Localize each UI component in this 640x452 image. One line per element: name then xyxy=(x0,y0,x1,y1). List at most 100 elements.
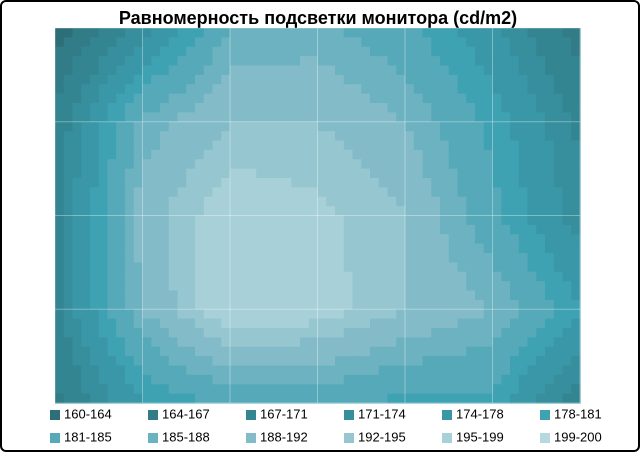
contour-cell xyxy=(291,262,301,273)
contour-cell xyxy=(422,328,432,338)
contour-cell xyxy=(90,37,100,48)
contour-cell xyxy=(510,121,520,132)
contour-cell xyxy=(553,140,564,151)
contour-cell xyxy=(413,262,424,273)
contour-cell xyxy=(247,215,257,226)
contour-cell xyxy=(168,328,179,338)
contour-cell xyxy=(562,328,572,338)
contour-cell xyxy=(256,56,266,67)
contour-cell xyxy=(405,206,415,217)
contour-cell xyxy=(125,149,135,160)
contour-cell xyxy=(518,290,529,301)
contour-cell xyxy=(63,149,74,160)
contour-cell xyxy=(562,28,572,38)
contour-cell xyxy=(562,318,572,329)
contour-cell xyxy=(90,299,100,310)
contour-cell xyxy=(177,46,187,57)
contour-cell xyxy=(142,224,152,235)
contour-cell xyxy=(361,46,371,57)
contour-cell xyxy=(186,356,196,367)
contour-cell xyxy=(203,121,214,132)
contour-cell xyxy=(212,299,222,310)
contour-cell xyxy=(378,234,389,245)
contour-cell xyxy=(413,215,424,226)
contour-cell xyxy=(571,121,581,132)
contour-cell xyxy=(440,149,450,160)
contour-cell xyxy=(81,56,91,67)
contour-cell xyxy=(160,121,170,132)
contour-cell xyxy=(483,93,494,104)
contour-cell xyxy=(343,93,354,104)
contour-cell xyxy=(527,309,537,320)
contour-cell xyxy=(361,253,371,263)
contour-cell xyxy=(195,131,205,142)
contour-cell xyxy=(387,56,397,67)
contour-cell xyxy=(440,365,450,376)
contour-cell xyxy=(81,281,91,292)
contour-cell xyxy=(125,318,135,329)
contour-cell xyxy=(545,365,555,376)
contour-cell xyxy=(125,234,135,245)
contour-cell xyxy=(562,243,572,254)
contour-cell xyxy=(212,112,222,123)
contour-cell xyxy=(527,56,537,67)
contour-cell xyxy=(466,215,476,226)
contour-cell xyxy=(256,262,266,273)
contour-cell xyxy=(448,346,459,357)
contour-cell xyxy=(413,74,424,85)
contour-cell xyxy=(378,365,389,376)
contour-cell xyxy=(562,93,572,104)
contour-cell xyxy=(475,168,485,179)
contour-cell xyxy=(291,206,301,217)
contour-cell xyxy=(492,65,502,76)
contour-cell xyxy=(475,374,485,385)
contour-cell xyxy=(90,103,100,113)
contour-cell xyxy=(527,281,537,292)
contour-cell xyxy=(125,346,135,357)
contour-cell xyxy=(457,299,467,310)
contour-cell xyxy=(282,37,292,48)
contour-cell xyxy=(405,159,415,170)
contour-cell xyxy=(510,93,520,104)
contour-cell xyxy=(247,178,257,188)
contour-cell xyxy=(81,318,91,329)
contour-cell xyxy=(536,271,546,282)
contour-cell xyxy=(265,262,275,273)
contour-cell xyxy=(300,46,310,57)
contour-cell xyxy=(387,140,397,151)
contour-cell xyxy=(168,262,179,273)
contour-cell xyxy=(413,290,424,301)
contour-cell xyxy=(457,56,467,67)
contour-cell xyxy=(571,365,581,376)
contour-cell xyxy=(527,393,537,404)
contour-cell xyxy=(300,234,310,245)
contour-cell xyxy=(195,271,205,282)
contour-cell xyxy=(361,187,371,198)
contour-cell xyxy=(230,356,240,367)
legend-swatch xyxy=(50,433,60,443)
contour-cell xyxy=(203,384,214,395)
contour-cell xyxy=(396,234,406,245)
contour-cell xyxy=(125,299,135,310)
contour-cell xyxy=(168,65,179,76)
contour-cell xyxy=(475,299,485,310)
contour-cell xyxy=(405,253,415,263)
contour-cell xyxy=(247,65,257,76)
contour-cell xyxy=(510,299,520,310)
contour-cell xyxy=(238,93,249,104)
contour-cell xyxy=(90,281,100,292)
contour-cell xyxy=(168,112,179,123)
contour-cell xyxy=(361,234,371,245)
contour-cell xyxy=(230,262,240,273)
contour-cell xyxy=(483,46,494,57)
contour-cell xyxy=(378,178,389,188)
contour-cell xyxy=(387,224,397,235)
contour-cell xyxy=(291,131,301,142)
contour-cell xyxy=(72,393,82,404)
contour-cell xyxy=(413,103,424,113)
contour-cell xyxy=(230,159,240,170)
contour-cell xyxy=(116,74,126,85)
contour-cell xyxy=(72,74,82,85)
contour-cell xyxy=(221,262,231,273)
